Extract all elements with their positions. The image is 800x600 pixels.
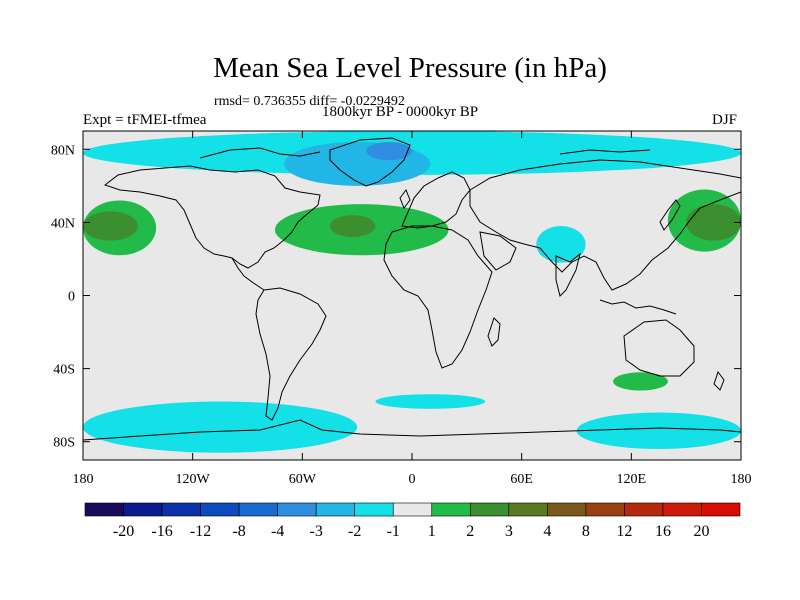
lon-tick-label: 0: [409, 472, 416, 487]
axis-ticks: 80N 40N 0 40S 80S 180 120W 60W 0 60E 120E 180: [51, 131, 752, 487]
map-plot-area: [83, 131, 741, 460]
region-north-pacific-core: [83, 211, 138, 241]
colorbar-label: -12: [190, 523, 211, 540]
coastline-japan: [659, 199, 681, 231]
colorbar-label: -1: [387, 523, 400, 540]
coastline-asia: [469, 159, 741, 291]
coastline-greenland: [329, 137, 411, 187]
colorbar-label: -20: [113, 523, 134, 540]
colorbar-label: 1: [428, 523, 436, 540]
colorbar-swatch: [238, 502, 278, 517]
colorbar-swatch: [624, 502, 664, 517]
colorbar-label: 16: [655, 523, 671, 540]
region-west-pacific-core: [686, 204, 741, 241]
lon-tick-label: 180: [73, 472, 94, 487]
colorbar-label: -3: [310, 523, 323, 540]
lon-tick-label: 180: [731, 472, 752, 487]
colorbar-label: -2: [348, 523, 361, 540]
coastline-madagascar: [487, 317, 501, 347]
coastline-central-america: [231, 257, 265, 291]
colorbar-swatch: [392, 502, 433, 517]
colorbar-label: -8: [232, 523, 245, 540]
coastline-new-zealand: [713, 370, 725, 391]
coastline-siberia-islands: [559, 149, 651, 155]
lat-tick-label: 80N: [51, 143, 75, 158]
colorbar-swatch: [277, 502, 317, 517]
region-southern-ocean-low-mid: [375, 394, 486, 409]
colorbar-swatch: [161, 502, 201, 517]
colorbar-label: 2: [466, 523, 474, 540]
coastline-uk: [399, 188, 411, 210]
period-label: 1800kyr BP - 0000kyr BP: [322, 104, 479, 120]
coastline-antarctica: [83, 419, 741, 441]
colorbar-label: 20: [693, 523, 709, 540]
coastline-indonesia: [599, 299, 677, 315]
coastline-south-america: [255, 287, 327, 421]
coastline-arctic-islands: [199, 147, 321, 159]
region-southern-ocean-low-west: [83, 401, 358, 453]
experiment-label: Expt = tFMEI-tfmea: [83, 112, 207, 128]
lat-tick-label: 0: [68, 290, 75, 305]
colorbar-swatch: [469, 502, 510, 517]
colorbar-swatch: [315, 502, 356, 517]
colorbar-label: 3: [505, 523, 513, 540]
colorbar-swatch: [701, 502, 741, 517]
lat-tick-label: 40N: [51, 216, 75, 231]
colorbar-label: 4: [543, 523, 551, 540]
coastlines: [83, 137, 741, 441]
lon-tick-label: 60W: [289, 472, 317, 487]
anomaly-fields: [83, 131, 741, 453]
region-southern-ocean-low-east: [576, 412, 741, 450]
coastline-europe: [401, 171, 471, 229]
colorbar-label: -16: [151, 523, 172, 540]
lon-tick-label: 120E: [617, 472, 647, 487]
lat-tick-label: 40S: [53, 363, 75, 378]
colorbar-swatch: [547, 502, 587, 517]
season-label: DJF: [712, 112, 738, 128]
colorbar-label: -4: [271, 523, 284, 540]
colorbar-swatch: [123, 502, 163, 517]
colorbar-swatch: [585, 502, 625, 517]
coastline-arabia: [479, 231, 517, 271]
colorbar-swatch: [200, 502, 240, 517]
region-north-atlantic-core: [329, 215, 376, 238]
colorbar: -20 -16 -12 -8 -4 -3 -2 -1 1 2 3 4 8 12 16 20: [84, 502, 741, 540]
lon-tick-label: 60E: [510, 472, 533, 487]
coastline-india: [555, 252, 581, 297]
stats-label: rmsd= 0.736355 diff= -0.0229492: [214, 94, 405, 109]
colorbar-swatch: [508, 502, 548, 517]
colorbar-label: 8: [582, 523, 590, 540]
map-title: Mean Sea Level Pressure (in hPa): [213, 52, 607, 84]
coastline-australia: [623, 319, 695, 377]
region-south-indian-high: [613, 372, 668, 391]
region-greenland-core: [366, 141, 412, 161]
coastline-north-america: [103, 165, 321, 269]
colorbar-label: 12: [616, 523, 632, 540]
colorbar-swatch: [431, 502, 471, 517]
colorbar-swatch: [354, 502, 394, 517]
region-india-low: [536, 226, 586, 263]
lat-tick-label: 80S: [53, 436, 75, 451]
coastline-africa: [383, 225, 493, 369]
colorbar-swatch: [84, 502, 124, 517]
colorbar-swatch: [662, 502, 702, 517]
lon-tick-label: 120W: [176, 472, 211, 487]
